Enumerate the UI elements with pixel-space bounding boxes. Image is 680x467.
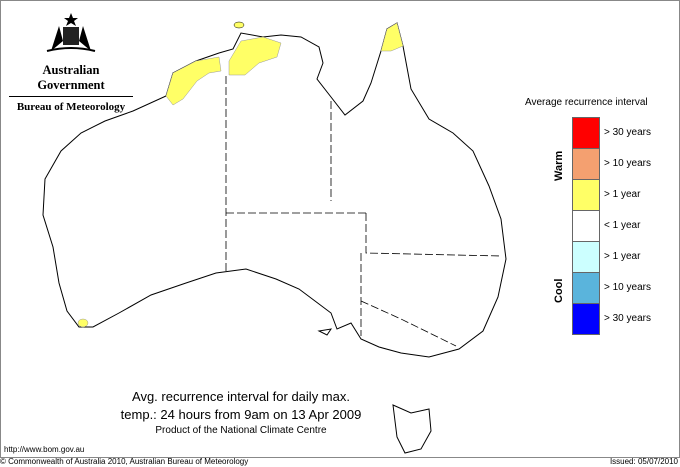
legend-label: > 10 years <box>604 158 651 169</box>
legend-swatch <box>572 179 600 211</box>
legend-cool-label: Cool <box>553 278 565 303</box>
caption-line-1: Avg. recurrence interval for daily max. <box>132 389 350 404</box>
legend-label: < 1 year <box>604 220 641 231</box>
legend-label: > 30 years <box>604 313 651 324</box>
legend-swatch <box>572 303 600 335</box>
legend-label: > 30 years <box>604 127 651 138</box>
legend-swatch <box>572 272 600 304</box>
caption-line-2: temp.: 24 hours from 9am on 13 Apr 2009 <box>120 407 362 422</box>
bom-url-link[interactable]: http://www.bom.gov.au <box>4 445 85 454</box>
legend-label: > 1 year <box>604 251 641 262</box>
legend-label: > 1 year <box>604 189 641 200</box>
cape-york-warm-area <box>380 22 404 52</box>
kangaroo-island <box>317 328 333 336</box>
melville-island-warm-area <box>233 21 245 29</box>
legend-swatch <box>572 210 600 242</box>
legend-swatch <box>572 148 600 180</box>
legend-swatch <box>572 117 600 149</box>
issued-date: Issued: 05/07/2010 <box>609 457 678 466</box>
tasmania-outline <box>392 404 432 454</box>
coat-of-arms-icon <box>46 13 96 52</box>
legend-label: > 10 years <box>604 282 651 293</box>
australia-map <box>42 21 507 454</box>
sw-wa-warm-area <box>77 318 89 328</box>
legend-swatch <box>572 241 600 273</box>
logo-government-text: Australian Government <box>9 63 133 97</box>
mainland-outline <box>42 22 507 358</box>
legend-title: Average recurrence interval <box>525 97 648 108</box>
copyright-text: © Commonwealth of Australia 2010, Austra… <box>0 457 249 466</box>
state-borders <box>225 76 502 347</box>
australian-government-logo: Australian Government Bureau of Meteorol… <box>9 11 133 113</box>
nt-topend-warm-area <box>228 36 282 76</box>
legend-warm-label: Warm <box>553 150 565 181</box>
wa-kimberley-warm-area <box>165 56 222 106</box>
caption-line-3: Product of the National Climate Centre <box>155 425 327 436</box>
logo-agency-text: Bureau of Meteorology <box>16 101 126 113</box>
